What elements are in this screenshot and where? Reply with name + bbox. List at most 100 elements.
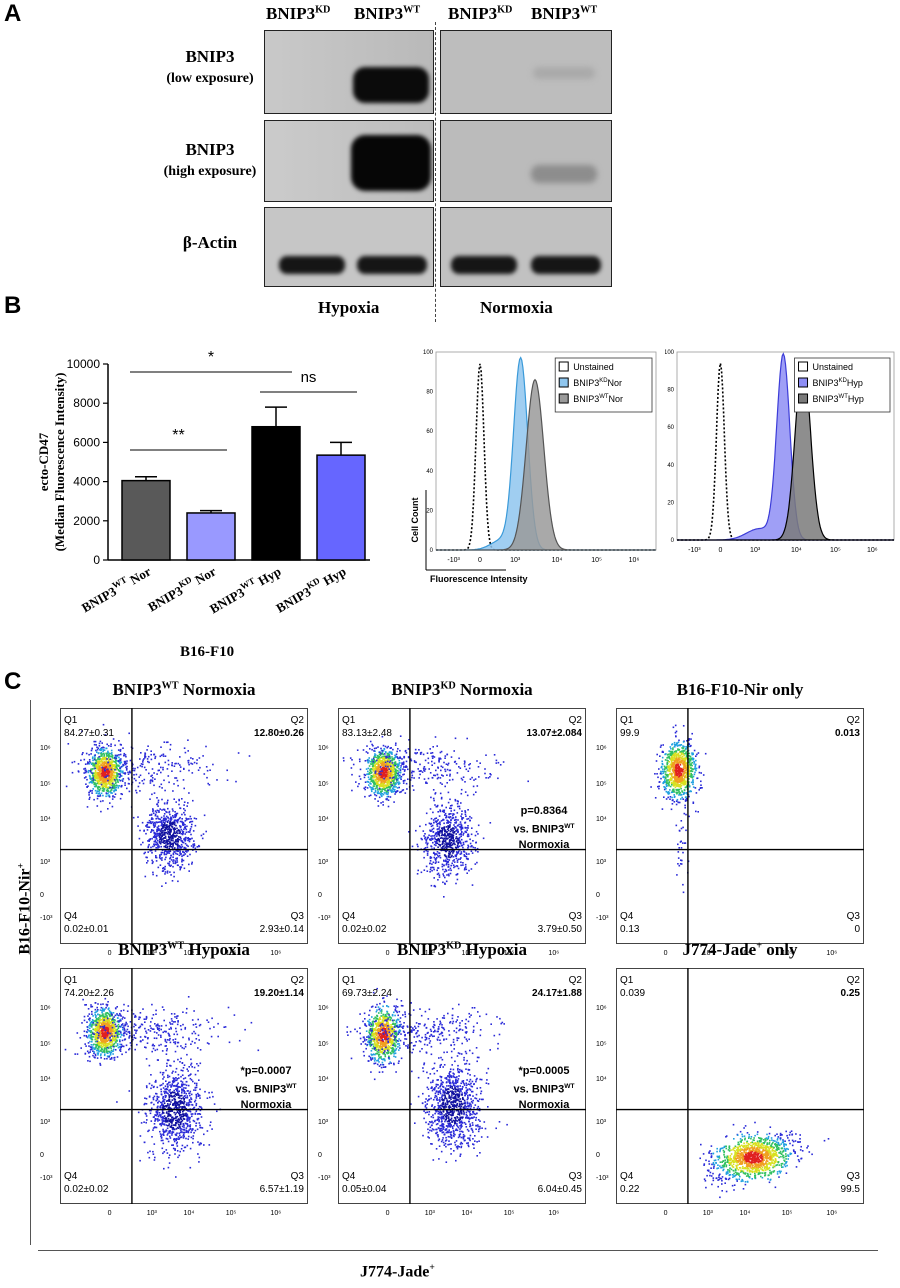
flow-event (98, 758, 101, 761)
flow-event (667, 775, 669, 778)
flow-event (405, 752, 408, 754)
flow-event (682, 781, 684, 784)
flow-event (463, 855, 466, 857)
flow-event (376, 785, 379, 787)
flow-event (382, 758, 384, 760)
flow-event (114, 768, 116, 771)
flow-event (469, 815, 471, 818)
flow-event (112, 765, 114, 768)
flow-event (100, 764, 102, 766)
flow-event (380, 771, 382, 774)
flow-event (387, 805, 390, 808)
flow-event (105, 756, 107, 759)
flow-event (676, 742, 679, 745)
flow-event (158, 769, 160, 772)
histogram-hypoxia: -10³ 0 10³ 10⁴ 10⁵ 10⁶020406080100UnstainedBN… (665, 350, 895, 554)
flow-event (679, 863, 682, 865)
flow-event (451, 862, 453, 865)
flow-event (685, 771, 688, 774)
flow-event (484, 772, 486, 775)
flow-event (415, 829, 417, 832)
flow-event (99, 777, 102, 780)
flow-event (170, 834, 172, 837)
flow-event (168, 845, 171, 848)
flow-event (371, 790, 373, 793)
flow-event (93, 798, 95, 801)
flow-event (155, 843, 158, 846)
flow-event (659, 772, 662, 775)
quadrant-label-q2: Q2 12.80±0.26 (254, 715, 304, 739)
flow-event (441, 843, 443, 846)
flow-event (100, 769, 102, 771)
flow-event (187, 759, 190, 762)
flow-event (465, 768, 468, 771)
flow-event (114, 767, 116, 770)
flow-event (678, 864, 681, 867)
flow-event (385, 764, 388, 766)
flow-event (476, 760, 478, 762)
flow-event (385, 757, 387, 759)
flow-event (442, 881, 444, 884)
flow-event (152, 822, 155, 825)
flow-event (679, 768, 681, 771)
flow-event (381, 778, 383, 781)
flow-event (164, 835, 167, 838)
flow-event (440, 765, 443, 768)
flow-event (170, 828, 172, 831)
flow-event (670, 808, 673, 811)
flow-event (84, 767, 87, 770)
flow-event (436, 842, 439, 844)
flow-event (202, 755, 204, 757)
flow-event (167, 741, 169, 743)
flow-event (169, 850, 172, 852)
flow-event (134, 767, 136, 770)
flow-event (471, 776, 473, 779)
flow-event (390, 791, 393, 793)
flow-event (698, 765, 701, 768)
flow-event (665, 787, 667, 790)
flow-event (680, 777, 683, 780)
flow-event (100, 783, 103, 786)
flow-event (103, 755, 105, 757)
flow-event (680, 820, 683, 822)
flow-event (460, 857, 462, 859)
flow-event (184, 826, 186, 828)
flow-event (688, 775, 690, 778)
flow-event (110, 792, 112, 794)
flow-event (101, 768, 104, 771)
flow-event (445, 826, 448, 828)
flow-event (391, 762, 394, 764)
flow-event (678, 775, 680, 777)
flow-event (106, 753, 108, 756)
flow-event (170, 836, 172, 838)
flow-event (197, 769, 200, 771)
flow-event (377, 770, 379, 773)
flow-event (452, 836, 455, 838)
flow-event (677, 766, 679, 769)
flow-event (389, 767, 392, 769)
flow-event (495, 762, 498, 764)
flow-event (460, 851, 463, 853)
flow-event (201, 837, 204, 840)
flow-event (114, 782, 117, 785)
flow-event (124, 763, 127, 766)
flow-event (698, 789, 700, 791)
flow-event (450, 829, 453, 832)
flow-event (125, 762, 128, 764)
flow-event (109, 1030, 111, 1033)
flow-event (677, 783, 680, 786)
flow-event (184, 813, 186, 816)
flow-event (663, 796, 665, 798)
flow-event (455, 851, 458, 853)
flow-event (105, 789, 108, 792)
flow-event (668, 781, 670, 783)
flow-event (440, 830, 443, 832)
flow-event (102, 750, 104, 752)
flow-event (669, 789, 671, 791)
flow-event (89, 770, 92, 773)
flow-event (449, 769, 452, 772)
flow-event (101, 775, 103, 777)
flow-event (427, 842, 429, 845)
flow-event (108, 796, 111, 798)
flow-event (439, 837, 442, 839)
